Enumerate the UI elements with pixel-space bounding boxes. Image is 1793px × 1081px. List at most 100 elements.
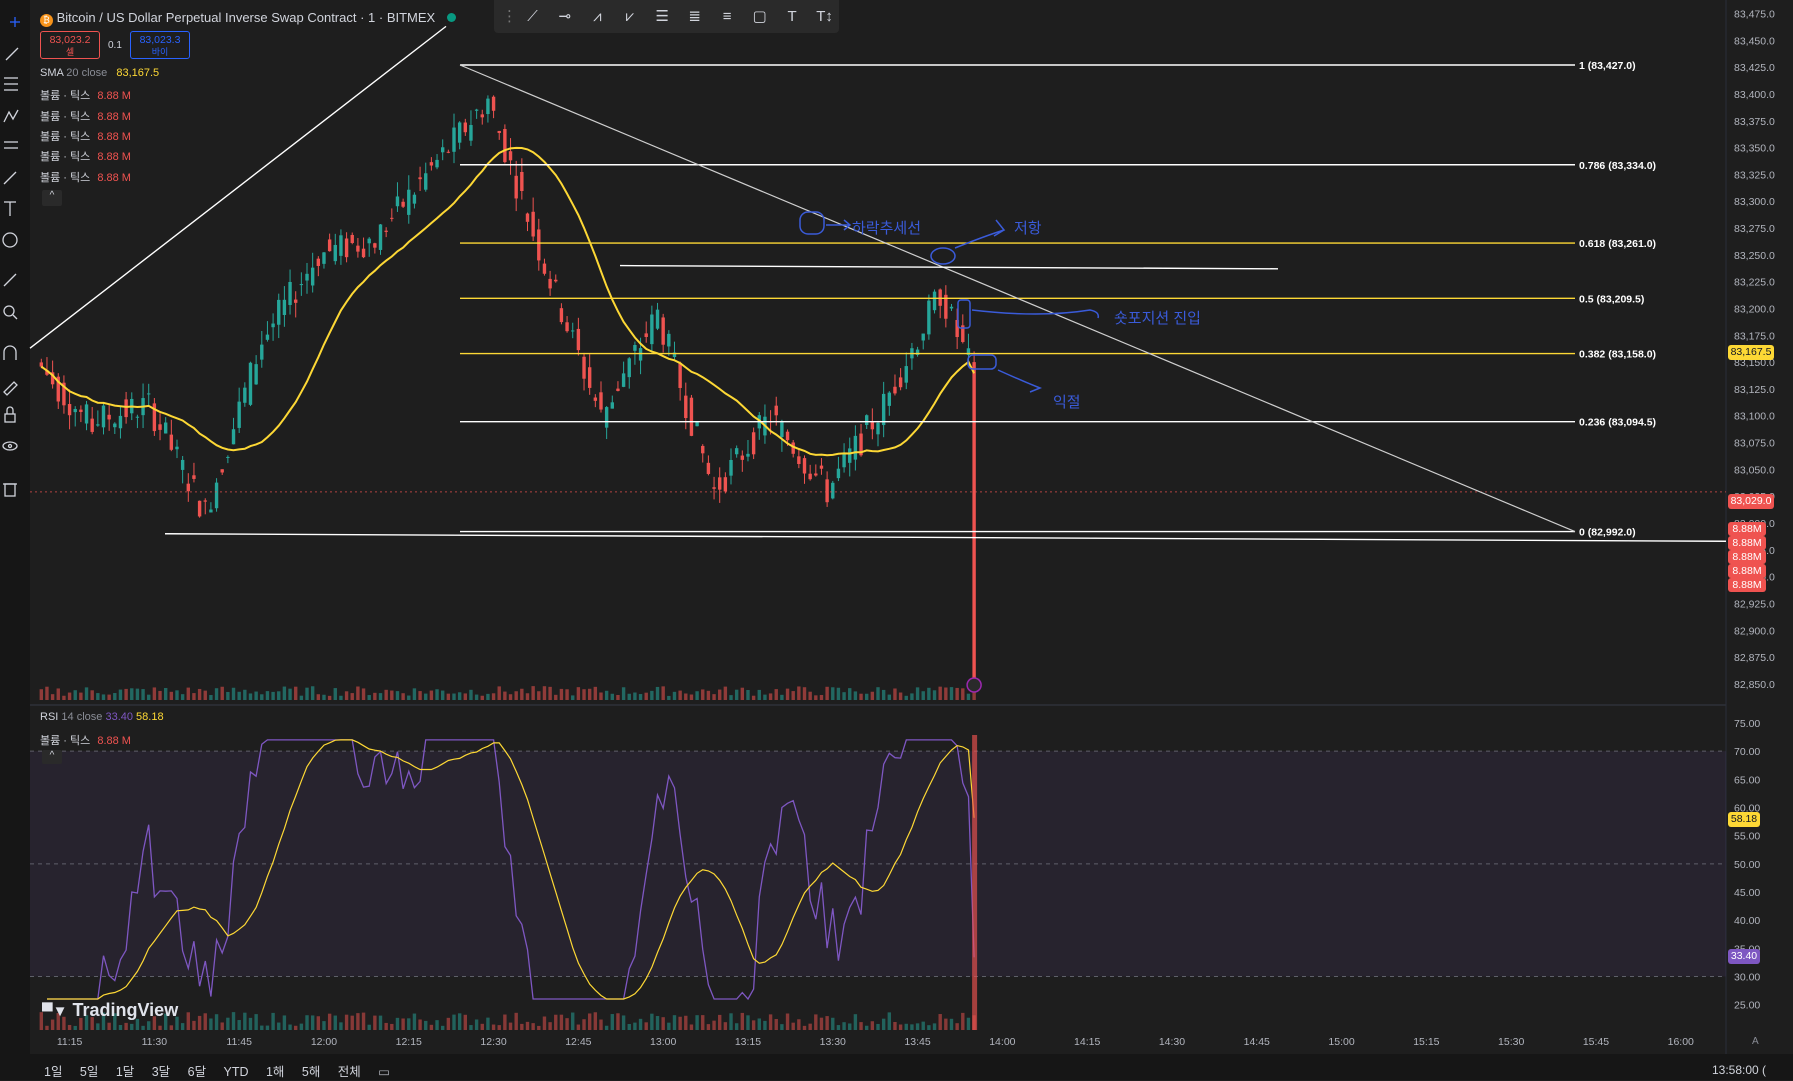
sma-legend[interactable]: SMA 20 close 83,167.5 bbox=[40, 67, 159, 79]
fib-extension-icon[interactable]: ≣ bbox=[688, 8, 701, 25]
drawings[interactable]: 1 (83,427.0) 0.786 (83,334.0) 0.618 (83,26… bbox=[29, 25, 1727, 542]
horizontal-line-icon[interactable]: ⊸ bbox=[558, 8, 572, 25]
rsi-volume-bar bbox=[802, 1025, 807, 1030]
trendline-tool-icon[interactable]: ⟋ bbox=[527, 8, 538, 25]
candle-body bbox=[621, 373, 626, 387]
volume-bar bbox=[548, 686, 552, 700]
abcd-pattern-icon[interactable]: ⩗ bbox=[625, 8, 635, 25]
candle-body bbox=[395, 196, 400, 207]
volume-legend-3[interactable]: 볼륨 · 틱스 8.88 M bbox=[40, 128, 131, 144]
candle-body bbox=[972, 362, 976, 684]
rsi-volume-bar bbox=[344, 1014, 349, 1030]
volume-bar bbox=[113, 693, 117, 700]
candle-body bbox=[706, 462, 711, 474]
fib-channel-icon[interactable]: ≡ bbox=[722, 8, 732, 25]
magnet-icon[interactable] bbox=[3, 345, 17, 360]
left-toolbar-icons[interactable] bbox=[2, 17, 20, 497]
volume-bar bbox=[418, 691, 422, 700]
candle-body bbox=[469, 125, 473, 141]
time-tick-label: 15:30 bbox=[1498, 1036, 1524, 1048]
volume-bar bbox=[938, 686, 942, 700]
rsi-volume-bar bbox=[390, 1023, 394, 1030]
range-button-6m[interactable]: 6달 bbox=[187, 1065, 207, 1079]
candle-body bbox=[480, 114, 484, 118]
volume-bar bbox=[701, 689, 705, 700]
annotation-take-profit: 익절 bbox=[1053, 394, 1081, 411]
draw-mode-icon[interactable] bbox=[3, 381, 18, 396]
market-status-icon bbox=[446, 13, 456, 22]
trash-icon[interactable] bbox=[3, 483, 17, 497]
rsi-legend[interactable]: RSI 14 close 33.40 58.18 bbox=[40, 711, 164, 723]
projection-icon[interactable] bbox=[4, 141, 18, 149]
calendar-icon[interactable]: ▭ bbox=[378, 1065, 391, 1079]
candle-body bbox=[508, 151, 513, 161]
range-button-all[interactable]: 전체 bbox=[337, 1065, 361, 1079]
crosshair-icon[interactable] bbox=[10, 17, 20, 27]
volume-value: 8.88 M bbox=[97, 111, 131, 123]
fib-retracement-icon[interactable]: ☰ bbox=[655, 8, 669, 25]
lock-icon[interactable] bbox=[4, 406, 16, 423]
volume-value: 8.88 M bbox=[97, 151, 131, 163]
rsi-volume-bar bbox=[175, 1016, 179, 1030]
rectangle-tool-icon[interactable]: ▢ bbox=[752, 8, 767, 25]
volume-bar bbox=[90, 690, 94, 700]
volume-bar bbox=[757, 689, 761, 700]
sell-button[interactable]: 83,023.2 셀 bbox=[40, 31, 100, 59]
volume-legend-5[interactable]: 볼륨 · 틱스 8.88 M bbox=[40, 169, 131, 185]
rsi-volume-bar bbox=[163, 1013, 168, 1030]
rsi-volume-bar bbox=[79, 1017, 83, 1030]
text-icon[interactable] bbox=[4, 201, 16, 216]
rsi-volume-legend[interactable]: 볼륨 · 틱스 8.88 M bbox=[40, 732, 131, 748]
fib-icon[interactable] bbox=[4, 77, 18, 91]
zoom-icon[interactable] bbox=[3, 305, 18, 320]
candle-body bbox=[361, 248, 366, 258]
pattern-icon[interactable] bbox=[3, 109, 19, 123]
text-tool-icon[interactable]: T bbox=[787, 8, 797, 25]
trendline-icon[interactable] bbox=[5, 47, 19, 61]
rsi-volume-bar bbox=[452, 1014, 456, 1030]
symbol-header[interactable]: ₿ Bitcoin / US Dollar Perpetual Inverse … bbox=[40, 10, 456, 27]
buy-button[interactable]: 83,023.3 바이 bbox=[130, 31, 190, 59]
volume-bar bbox=[848, 688, 852, 700]
candle-body bbox=[243, 387, 247, 403]
rsi-volume-bar bbox=[480, 1023, 484, 1030]
range-button-3m[interactable]: 3달 bbox=[151, 1065, 171, 1079]
range-button-ytd[interactable]: YTD bbox=[223, 1065, 249, 1079]
rsi-volume-bar bbox=[831, 1017, 835, 1030]
rsi-volume-bar bbox=[949, 1018, 954, 1030]
rsi-volume-bar bbox=[559, 1014, 564, 1030]
collapse-legend-icon[interactable]: ^ bbox=[42, 190, 62, 206]
rsi-volume-bar bbox=[418, 1019, 422, 1030]
candle-body bbox=[96, 424, 100, 426]
volume-legend-1[interactable]: 볼륨 · 틱스 8.88 M bbox=[40, 87, 131, 103]
resistance-line bbox=[619, 264, 1279, 270]
volume-bar bbox=[361, 688, 366, 700]
volume-bar bbox=[819, 694, 824, 700]
emoji-icon[interactable] bbox=[2, 232, 18, 248]
range-button-5y[interactable]: 5해 bbox=[301, 1065, 321, 1079]
range-button-5d[interactable]: 5일 bbox=[79, 1065, 99, 1079]
volume-legend-2[interactable]: 볼륨 · 틱스 8.88 M bbox=[40, 108, 131, 124]
candle-body bbox=[718, 477, 722, 490]
range-button-1y[interactable]: 1해 bbox=[265, 1065, 285, 1079]
range-button-1m[interactable]: 1달 bbox=[115, 1065, 135, 1079]
rsi-volume-bar bbox=[265, 1025, 270, 1030]
text-size-icon[interactable]: T↕ bbox=[816, 8, 833, 25]
range-button-1d[interactable]: 1일 bbox=[44, 1065, 63, 1079]
volume-bar bbox=[407, 695, 411, 700]
eye-icon[interactable] bbox=[2, 441, 18, 451]
ruler-icon[interactable] bbox=[3, 273, 17, 287]
rsi-volume-bar bbox=[938, 1014, 942, 1030]
fib-level-label: 0.618 (83,261.0) bbox=[1579, 238, 1656, 250]
collapse-rsi-legend-icon[interactable]: ^ bbox=[42, 750, 62, 764]
candle-body bbox=[791, 442, 795, 454]
drag-handle-icon[interactable]: ⋮ bbox=[502, 8, 517, 25]
pattern-tool-icon[interactable]: ⩘ bbox=[593, 8, 602, 25]
auto-scale-button[interactable]: A bbox=[1752, 1036, 1759, 1047]
volume-legend-4[interactable]: 볼륨 · 틱스 8.88 M bbox=[40, 148, 131, 164]
brush-icon[interactable] bbox=[3, 171, 17, 185]
rsi-volume-bar bbox=[944, 1018, 948, 1030]
candle-body bbox=[294, 299, 298, 303]
volume-bar bbox=[774, 689, 778, 700]
